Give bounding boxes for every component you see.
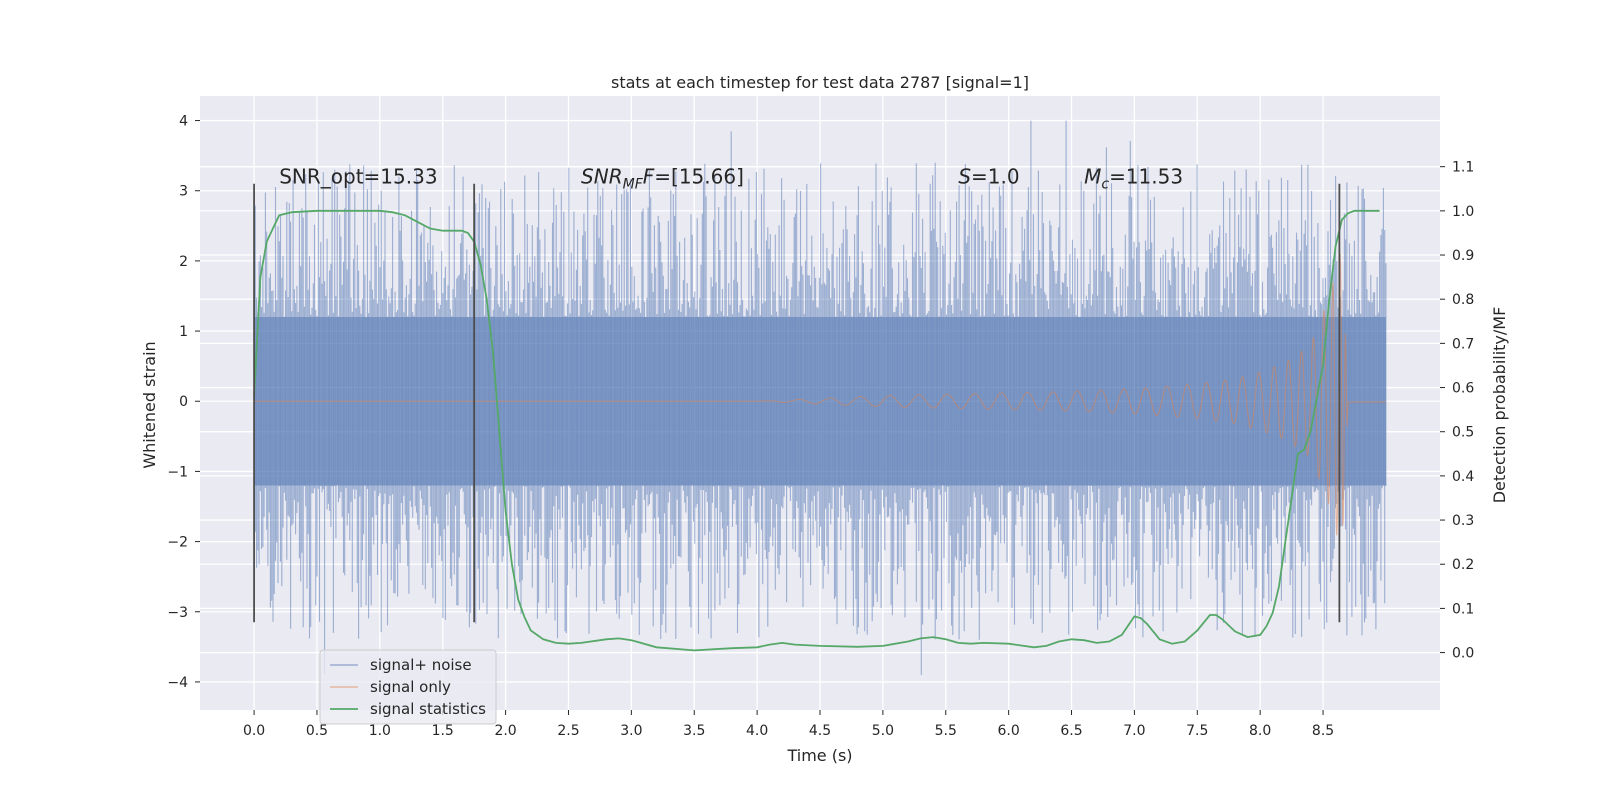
- x-tick-label: 2.5: [557, 723, 579, 739]
- right-axis-ticks: 0.0 0.1 0.2 0.3 0.4 0.5 0.6 0.7 0.8 0.9 1.0 1.1: [1440, 160, 1474, 662]
- y-left-tick-label: 2: [179, 254, 188, 270]
- legend-box: [319, 649, 497, 725]
- x-tick-label: 7.0: [1123, 723, 1145, 739]
- y-right-tick-label: 0.6: [1452, 381, 1474, 397]
- x-tick-label: 7.5: [1186, 723, 1208, 739]
- y-right-tick-label: 0.3: [1452, 513, 1474, 529]
- legend-label-signal-statistics: signal statistics: [370, 700, 486, 718]
- x-tick-label: 3.5: [683, 723, 705, 739]
- x-tick-label: 4.0: [746, 723, 768, 739]
- y-left-tick-label: −1: [167, 464, 188, 480]
- y-right-tick-label: 0.9: [1452, 248, 1474, 264]
- annotations: SNR_opt=15.33 SNRMFF=[15.66] S=1.0 Mc=11.53: [279, 165, 1183, 193]
- x-tick-label: 8.0: [1249, 723, 1271, 739]
- series-signal-statistics-line: [253, 209, 1380, 652]
- annotation-text: Mc=11.53: [1084, 165, 1183, 193]
- y-right-tick-label: 0.8: [1452, 292, 1474, 308]
- x-tick-label: 0.5: [306, 723, 328, 739]
- legend-label-signal-only: signal only: [370, 678, 451, 696]
- x-tick-label: 5.0: [872, 723, 894, 739]
- x-tick-label: 0.0: [243, 723, 265, 739]
- x-tick-label: 8.5: [1312, 723, 1334, 739]
- y-left-tick-label: 0: [179, 394, 188, 410]
- y-right-tick-label: 1.1: [1452, 160, 1474, 176]
- legend: signal+ noise signal only signal statist…: [319, 649, 497, 725]
- y-left-tick-label: −4: [167, 675, 188, 691]
- annotation-text: SNR_opt=15.33: [279, 165, 437, 189]
- annotation-text: SNRMFF=[15.66]: [581, 165, 744, 193]
- left-axis-label: Whitened strain: [140, 341, 159, 468]
- annotation-text: S=1.0: [958, 165, 1019, 189]
- x-tick-label: 2.0: [494, 723, 516, 739]
- x-tick-label: 1.0: [369, 723, 391, 739]
- x-tick-label: 6.0: [998, 723, 1020, 739]
- x-axis-ticks: 0.0 0.5 1.0 1.5 2.0 2.5 3.0 3.5 4.0 4.5 5.0 5.5 6.0 6…: [243, 710, 1334, 739]
- y-right-tick-label: 0.2: [1452, 557, 1474, 573]
- x-axis-label: Time (s): [786, 746, 852, 765]
- y-right-tick-label: 0.5: [1452, 425, 1474, 441]
- data-layer: [253, 120, 1387, 675]
- y-left-tick-label: 4: [179, 114, 188, 130]
- y-right-tick-label: 0.1: [1452, 601, 1474, 617]
- y-left-tick-label: −3: [167, 605, 188, 621]
- y-right-tick-label: 0.4: [1452, 469, 1474, 485]
- x-tick-label: 6.5: [1060, 723, 1082, 739]
- x-tick-label: 1.5: [432, 723, 454, 739]
- legend-label-signal-noise: signal+ noise: [370, 656, 472, 674]
- y-right-tick-label: 0.0: [1452, 646, 1474, 662]
- chart-title: stats at each timestep for test data 278…: [611, 73, 1029, 92]
- y-right-tick-label: 0.7: [1452, 336, 1474, 352]
- left-axis-ticks: −4 −3 −2 −1 0 1 2 3 4: [167, 114, 200, 691]
- x-tick-label: 5.5: [935, 723, 957, 739]
- series-signal-only-line: [254, 253, 1386, 536]
- y-left-tick-label: −2: [167, 535, 188, 551]
- y-left-tick-label: 1: [179, 324, 188, 340]
- y-right-tick-label: 1.0: [1452, 204, 1474, 220]
- series-signal-only: [254, 253, 1386, 536]
- marker-lines: [253, 183, 1341, 623]
- x-tick-label: 4.5: [809, 723, 831, 739]
- x-tick-label: 3.0: [620, 723, 642, 739]
- right-axis-label: Detection probability/MF: [1490, 307, 1509, 504]
- series-signal-statistics: [253, 209, 1380, 652]
- y-left-tick-label: 3: [179, 184, 188, 200]
